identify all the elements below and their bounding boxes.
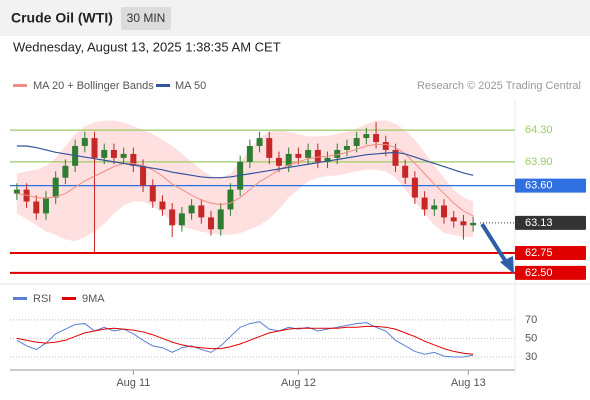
legend-label: RSI [33, 293, 51, 305]
level-label: 63.90 [525, 156, 553, 168]
candle-body [363, 134, 370, 139]
level-box [515, 246, 586, 261]
candle-body [120, 153, 127, 158]
level-box [515, 215, 586, 230]
candle-body [460, 221, 467, 226]
candle-body [266, 138, 273, 158]
level-label: 63.60 [525, 180, 553, 192]
rsi-line [16, 325, 474, 355]
legend-swatch [13, 297, 27, 300]
candle-body [110, 149, 117, 158]
candle-body [52, 177, 59, 198]
candle-body [149, 185, 156, 202]
candle-body [470, 222, 477, 226]
candle-body [353, 138, 360, 146]
candle-body [130, 153, 137, 166]
timeframe-badge [121, 7, 171, 30]
candle-body [285, 153, 292, 166]
y-tick-label: 70 [525, 314, 537, 326]
ma-line [16, 145, 474, 179]
candle-body [188, 205, 195, 214]
candle-body [373, 134, 380, 143]
candle-body [13, 189, 20, 194]
y-tick-label: 30 [525, 351, 537, 363]
legend-label: 9MA [82, 293, 105, 305]
candle-body [450, 217, 457, 222]
bollinger-band [16, 120, 474, 242]
legend-swatch [13, 84, 27, 87]
candle-body [169, 209, 176, 226]
candle-body [382, 142, 389, 150]
candle-body [295, 153, 302, 158]
candle-body [275, 157, 282, 166]
candle-body [314, 149, 321, 162]
candle-body [140, 165, 147, 186]
candle-body [411, 177, 418, 198]
candle-body [421, 197, 428, 210]
candle-body [246, 145, 253, 162]
credit: Research © 2025 Trading Central [417, 80, 581, 92]
level-label: 64.30 [525, 124, 553, 136]
legend-swatch [156, 84, 170, 87]
candle-body [33, 201, 40, 214]
x-tick-label: Aug 12 [281, 377, 316, 389]
title: Crude Oil (WTI) [11, 10, 113, 26]
candle-body [392, 149, 399, 166]
candle-body [198, 205, 205, 218]
level-label: 62.50 [525, 267, 553, 279]
candle-body [101, 149, 108, 158]
candle-body [305, 149, 312, 158]
x-tick-label: Aug 11 [116, 377, 150, 389]
candle-body [62, 165, 69, 178]
x-tick-label: Aug 13 [451, 377, 486, 389]
candle-body [178, 213, 185, 226]
candle-body [227, 189, 234, 210]
level-label: 63.13 [525, 217, 553, 229]
level-box [515, 178, 586, 193]
rsi-line [16, 321, 474, 358]
candle-body [159, 201, 166, 210]
forecast-arrow [480, 222, 514, 274]
timeframe: 30 MIN [127, 11, 166, 25]
candle-body [343, 145, 350, 150]
date: Wednesday, August 13, 2025 1:38:35 AM CE… [13, 39, 281, 54]
legend-label: MA 50 [175, 80, 206, 92]
candle-body [441, 205, 448, 218]
candle-body [217, 209, 224, 230]
candle-body [402, 165, 409, 178]
candle-body [334, 149, 341, 158]
candle-body [81, 138, 88, 146]
ma-line [16, 143, 474, 217]
header-bar [0, 0, 590, 36]
level-label: 62.75 [525, 247, 553, 259]
y-tick-label: 50 [525, 332, 537, 344]
legend-label: MA 20 + Bollinger Bands [33, 80, 154, 92]
candle-body [324, 157, 331, 162]
level-box [515, 265, 586, 280]
legend-swatch [62, 297, 76, 300]
candle-body [42, 197, 49, 214]
candle-body [431, 205, 438, 210]
candle-body [256, 138, 263, 146]
candle-body [208, 217, 215, 230]
candle-body [91, 138, 98, 158]
